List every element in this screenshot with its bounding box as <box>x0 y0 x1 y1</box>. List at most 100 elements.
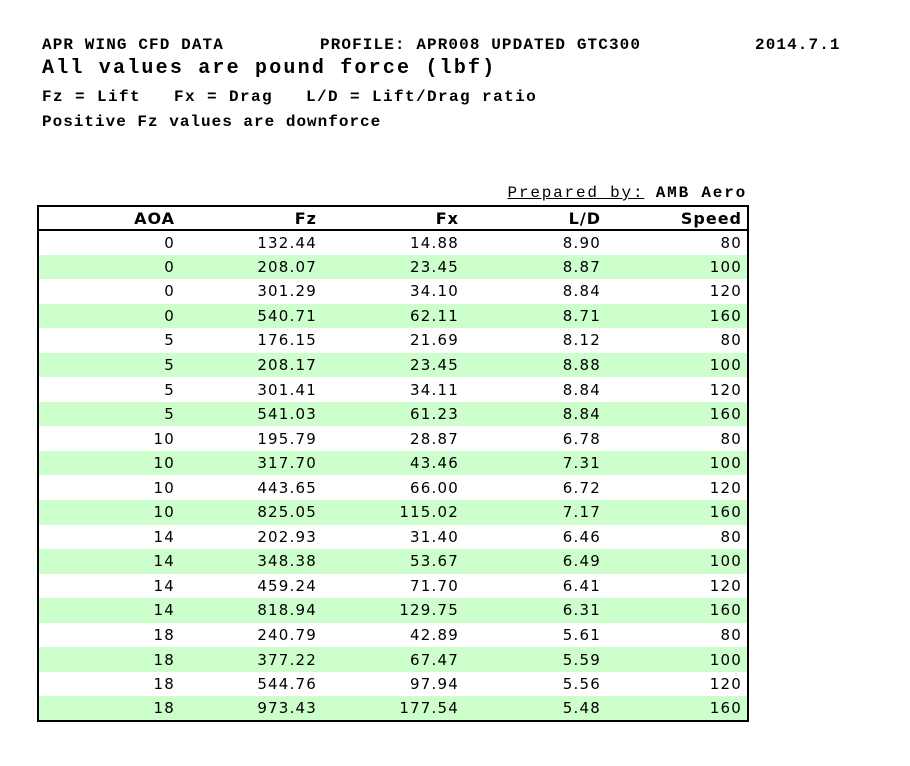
cell: 6.46 <box>562 527 601 546</box>
cell: 80 <box>720 626 742 645</box>
cell: 301.41 <box>257 380 317 399</box>
table-row: 5 176.15 21.69 8.12 80 <box>38 328 748 353</box>
header-line: APR WING CFD DATA PROFILE: APR008 UPDATE… <box>0 36 910 54</box>
cell: 973.43 <box>257 699 317 718</box>
cell: 348.38 <box>257 552 317 571</box>
table-row: 14 459.24 71.70 6.41 120 <box>38 574 748 599</box>
cell: 67.47 <box>410 650 459 669</box>
cell: 100 <box>709 454 742 473</box>
cell: 7.17 <box>562 503 601 522</box>
cell: 80 <box>720 527 742 546</box>
table-header-row: AOA Fz Fx L/D Speed <box>38 206 748 231</box>
cell: 208.07 <box>257 257 317 276</box>
cell: 14.88 <box>410 233 459 252</box>
prepared-by-label: Prepared by: <box>507 184 645 202</box>
cell: 14 <box>153 527 175 546</box>
cell: 53.67 <box>410 552 459 571</box>
cell: 120 <box>709 675 742 694</box>
cell: 120 <box>709 478 742 497</box>
legend-note: Fz = Lift Fx = Drag L/D = Lift/Drag rati… <box>42 88 538 106</box>
cell: 5.61 <box>562 626 601 645</box>
cell: 100 <box>709 650 742 669</box>
table-row: 18 240.79 42.89 5.61 80 <box>38 623 748 648</box>
cell: 61.23 <box>410 405 459 424</box>
column-header: AOA <box>38 206 180 231</box>
prepared-by-value: AMB Aero <box>655 184 747 202</box>
cell: 10 <box>153 454 175 473</box>
cell: 8.12 <box>562 331 601 350</box>
table-row: 14 202.93 31.40 6.46 80 <box>38 525 748 550</box>
table-row: 10 825.05 115.02 7.17 160 <box>38 500 748 525</box>
cell: 18 <box>153 675 175 694</box>
cell: 132.44 <box>257 233 317 252</box>
cell: 818.94 <box>257 601 317 620</box>
cell: 8.88 <box>562 356 601 374</box>
table-row: 0 301.29 34.10 8.84 120 <box>38 279 748 304</box>
cell: 0 <box>164 306 175 325</box>
cell: 71.70 <box>410 576 459 595</box>
cell: 129.75 <box>399 601 459 620</box>
table-row: 10 443.65 66.00 6.72 120 <box>38 475 748 500</box>
cell: 31.40 <box>410 527 459 546</box>
cell: 5 <box>164 356 175 374</box>
units-note: All values are pound force (lbf) <box>42 57 497 80</box>
cell: 8.90 <box>562 233 601 252</box>
cell: 66.00 <box>410 478 459 497</box>
cell: 80 <box>720 429 742 448</box>
cell: 10 <box>153 429 175 448</box>
column-header: L/D <box>464 206 606 231</box>
cell: 160 <box>709 405 742 424</box>
cell: 176.15 <box>257 331 317 350</box>
cell: 8.84 <box>562 405 601 424</box>
cell: 23.45 <box>410 257 459 276</box>
cell: 42.89 <box>410 626 459 645</box>
table-row: 14 818.94 129.75 6.31 160 <box>38 598 748 623</box>
table-row: 5 301.41 34.11 8.84 120 <box>38 377 748 402</box>
cell: 5.48 <box>562 699 601 718</box>
column-header: Fz <box>180 206 322 231</box>
cell: 0 <box>164 233 175 252</box>
cell: 120 <box>709 282 742 301</box>
cell: 18 <box>153 626 175 645</box>
cell: 62.11 <box>410 306 459 325</box>
table-row: 18 377.22 67.47 5.59 100 <box>38 647 748 672</box>
cell: 7.31 <box>562 454 601 473</box>
doc-title: APR WING CFD DATA <box>42 36 224 54</box>
sign-note: Positive Fz values are downforce <box>42 113 382 131</box>
table-row: 18 544.76 97.94 5.56 120 <box>38 672 748 697</box>
cell: 80 <box>720 233 742 252</box>
cell: 14 <box>153 601 175 620</box>
cell: 97.94 <box>410 675 459 694</box>
cell: 0 <box>164 257 175 276</box>
cell: 34.11 <box>410 380 459 399</box>
cell: 28.87 <box>410 429 459 448</box>
table-row: 10 195.79 28.87 6.78 80 <box>38 426 748 451</box>
table-row: 18 973.43 177.54 5.48 160 <box>38 696 748 721</box>
cell: 10 <box>153 503 175 522</box>
cell: 240.79 <box>257 626 317 645</box>
cell: 160 <box>709 306 742 325</box>
table-header: AOA Fz Fx L/D Speed <box>38 206 748 231</box>
table-row: 0 132.44 14.88 8.90 80 <box>38 230 748 255</box>
table-row: 5 541.03 61.23 8.84 160 <box>38 401 748 427</box>
cfd-data-table: AOA Fz Fx L/D Speed 0 132.44 14.88 8.90 80 0 208.0… <box>37 205 749 722</box>
cell: 825.05 <box>257 503 317 522</box>
cell: 443.65 <box>257 478 317 497</box>
cell: 120 <box>709 576 742 595</box>
cell: 8.87 <box>562 257 601 276</box>
cell: 5.56 <box>562 675 601 694</box>
cell: 43.46 <box>410 454 459 473</box>
cell: 544.76 <box>257 675 317 694</box>
cell: 6.49 <box>562 552 601 571</box>
cell: 202.93 <box>257 527 317 546</box>
cell: 14 <box>153 552 175 571</box>
cell: 160 <box>709 503 742 522</box>
cell: 5 <box>164 405 175 424</box>
cell: 100 <box>709 356 742 374</box>
cell: 100 <box>709 257 742 276</box>
cell: 80 <box>720 331 742 350</box>
cell: 8.71 <box>562 306 601 325</box>
cell: 0 <box>164 282 175 301</box>
cell: 5.59 <box>562 650 601 669</box>
